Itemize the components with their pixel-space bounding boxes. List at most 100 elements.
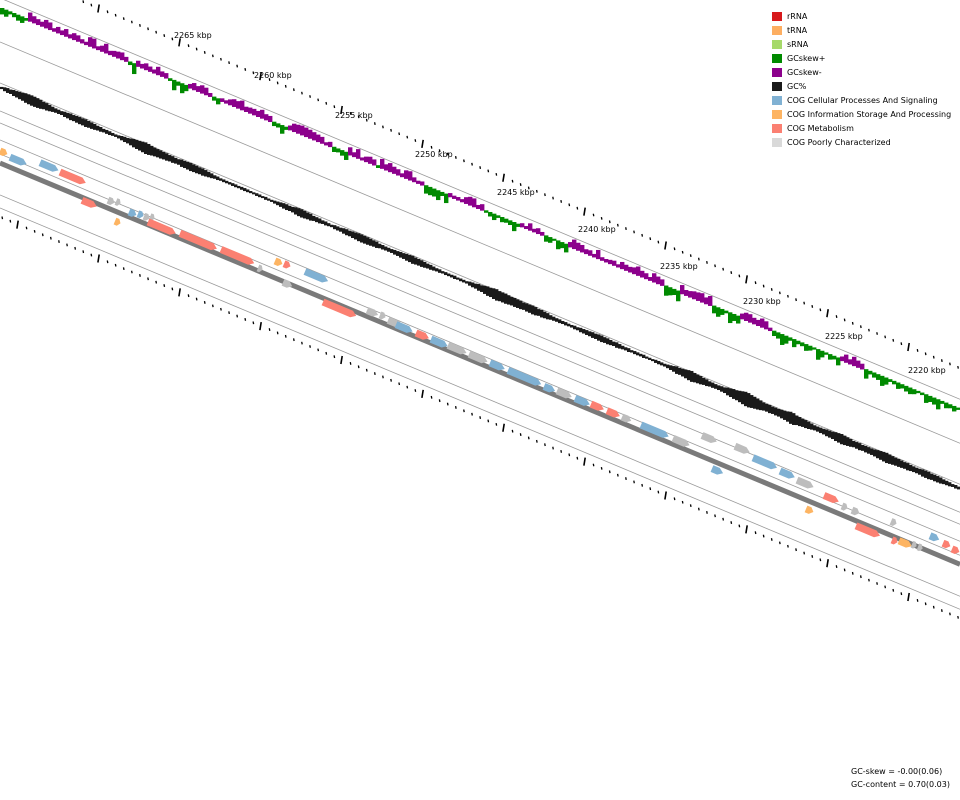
cog-poorly-gene	[910, 540, 917, 549]
gc-content-bar	[186, 161, 190, 170]
gc-skew-minus-bar	[140, 63, 145, 69]
cog-cellular-gene	[394, 321, 413, 333]
gc-content-bar	[48, 104, 52, 112]
gc-content-bar	[393, 249, 397, 255]
gc-skew-minus-bar	[768, 327, 773, 332]
scale-tick	[211, 54, 214, 58]
gc-content-bar	[378, 243, 382, 249]
gc-skew-minus-bar	[384, 164, 389, 171]
scale-tick	[583, 457, 586, 466]
scale-label: 2240 kbp	[578, 225, 616, 234]
scale-tick	[211, 304, 214, 308]
gc-content-bar	[603, 337, 607, 343]
scale-tick	[657, 490, 660, 494]
gc-skew-minus-bar	[88, 37, 93, 47]
scale-tick	[527, 436, 530, 440]
gc-skew-plus-bar	[336, 148, 341, 153]
gc-content-bar	[156, 149, 160, 158]
scale-tick	[195, 47, 198, 51]
gc-content-bar	[705, 379, 709, 387]
gc-content-bar	[492, 288, 496, 300]
gc-skew-plus-bar	[424, 185, 429, 194]
gc-content-bar	[627, 348, 631, 352]
gc-content-bar	[555, 318, 559, 322]
gc-content-bar	[636, 352, 640, 356]
gc-skew-plus-bar	[900, 384, 905, 389]
gc-skew-minus-bar	[692, 291, 697, 300]
scale-tick	[730, 271, 733, 274]
gc-skew-minus-bar	[348, 147, 353, 156]
scale-tick	[171, 37, 174, 41]
legend-item-cog-poorly: COG Poorly Characterized	[772, 135, 951, 149]
gc-content-bar	[324, 221, 328, 226]
gc-skew-plus-bar	[272, 121, 277, 127]
gc-content-bar	[441, 271, 445, 274]
gc-content-bar	[123, 136, 127, 143]
gc-skew-plus-bar	[864, 369, 869, 379]
gc-content-bar	[873, 449, 877, 457]
cog-poorly-gene	[889, 518, 897, 526]
gc-skew-minus-bar	[256, 110, 261, 118]
scale-tick	[583, 207, 586, 216]
gc-percent-swatch	[772, 81, 782, 91]
gc-content-bar	[846, 437, 850, 446]
cog-cellular-gene	[639, 421, 669, 438]
scale-tick	[625, 477, 627, 480]
gc-skew-minus-bar	[32, 16, 37, 24]
gc-content-bar	[246, 189, 250, 193]
gc-skew-minus-bar	[532, 228, 537, 233]
gc-content-bar	[288, 205, 292, 212]
scale-tick	[147, 27, 149, 31]
scale-tick	[754, 281, 757, 285]
scale-tick	[90, 253, 93, 257]
scale-tick	[382, 375, 384, 379]
gc-content-bar	[888, 454, 892, 464]
gc-content-bar	[438, 269, 442, 273]
scale-tick	[868, 578, 870, 582]
gc-content-bar	[381, 245, 385, 250]
scale-tick	[673, 247, 676, 251]
gc-content-bar	[729, 388, 733, 398]
gc-content-bar	[408, 254, 412, 263]
gc-content-bar	[564, 322, 568, 326]
gc-skew-minus-bar	[840, 356, 845, 362]
legend-item-trna: tRNA	[772, 23, 951, 37]
gc-skew-minus-bar	[296, 124, 301, 134]
gc-skew-minus-bar	[612, 260, 617, 266]
gc-skew-minus-bar	[744, 312, 749, 321]
gc-content-bar	[366, 237, 370, 245]
cog-metabolism-gene	[414, 329, 429, 340]
gc-content-bar	[876, 450, 880, 459]
gc-content-stat: GC-content = 0.70(0.03)	[851, 780, 950, 789]
gc-content-bar	[891, 456, 895, 465]
scale-tick	[171, 287, 174, 291]
scale-tick	[819, 308, 822, 312]
scale-tick	[940, 609, 943, 613]
gcskew-minus-swatch	[772, 67, 782, 77]
cog-cellular-gene	[8, 153, 27, 166]
gc-content-bar	[12, 90, 16, 97]
gc-content-bar	[96, 125, 100, 131]
cog-metabolism-gene	[146, 218, 176, 235]
gc-content-bar	[420, 260, 424, 267]
gc-content-bar	[912, 466, 916, 473]
gc-skew-minus-bar	[320, 136, 325, 144]
gc-content-bar	[114, 134, 118, 137]
scale-tick	[446, 402, 449, 406]
scale-tick	[787, 544, 789, 548]
cog-poorly-gene	[916, 543, 923, 552]
track-guide-line	[0, 194, 960, 597]
gc-content-bar	[24, 93, 28, 103]
scale-tick	[762, 534, 765, 538]
gc-content-bar	[651, 359, 655, 362]
gc-content-bar	[540, 309, 544, 318]
gc-skew-minus-bar	[752, 317, 757, 325]
gc-content-bar	[696, 374, 700, 384]
gc-content-bar	[423, 261, 427, 268]
cog-poorly-gene	[733, 442, 750, 454]
scale-tick	[114, 13, 117, 17]
legend-label: sRNA	[787, 39, 809, 49]
gc-skew-minus-bar	[448, 193, 453, 198]
gc-content-bar	[618, 344, 622, 349]
cog-metabolism-gene	[80, 197, 97, 208]
